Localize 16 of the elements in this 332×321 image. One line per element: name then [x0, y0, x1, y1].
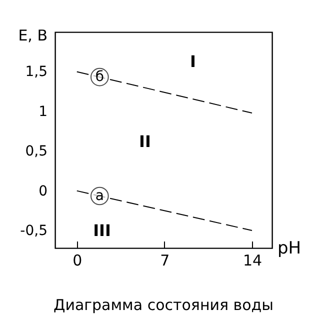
y-axis-title: E, B — [18, 26, 48, 44]
series-label: а — [95, 188, 104, 204]
x-tick-label: 0 — [72, 252, 82, 270]
text: Диаграмма состояния воды — [53, 296, 274, 314]
y-tick-label: 1 — [38, 104, 48, 120]
series-label: б — [95, 69, 104, 86]
annotation: II — [139, 132, 151, 151]
y-tick-label: -0,5 — [20, 223, 48, 240]
x-tick-label: 14 — [242, 252, 262, 270]
x-axis-title: pH — [278, 238, 302, 258]
annotation: III — [93, 221, 111, 240]
y-tick-label: 0 — [38, 183, 48, 200]
annotation: I — [190, 52, 196, 71]
y-tick-label: 1,5 — [25, 64, 48, 80]
x-tick-label: 7 — [160, 252, 170, 270]
y-tick-label: 0,5 — [25, 144, 48, 160]
